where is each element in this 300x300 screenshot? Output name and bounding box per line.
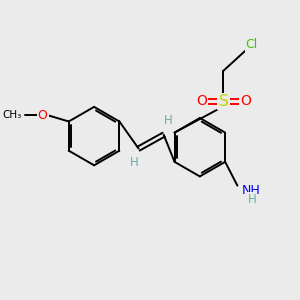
Text: Cl: Cl (246, 38, 258, 51)
Text: O: O (38, 109, 48, 122)
Text: H: H (248, 193, 256, 206)
Text: NH: NH (242, 184, 261, 197)
Text: O: O (196, 94, 207, 108)
Text: H: H (130, 156, 139, 169)
Text: S: S (219, 94, 228, 109)
Text: O: O (240, 94, 251, 108)
Text: CH₃: CH₃ (2, 110, 22, 120)
Text: H: H (164, 114, 172, 127)
